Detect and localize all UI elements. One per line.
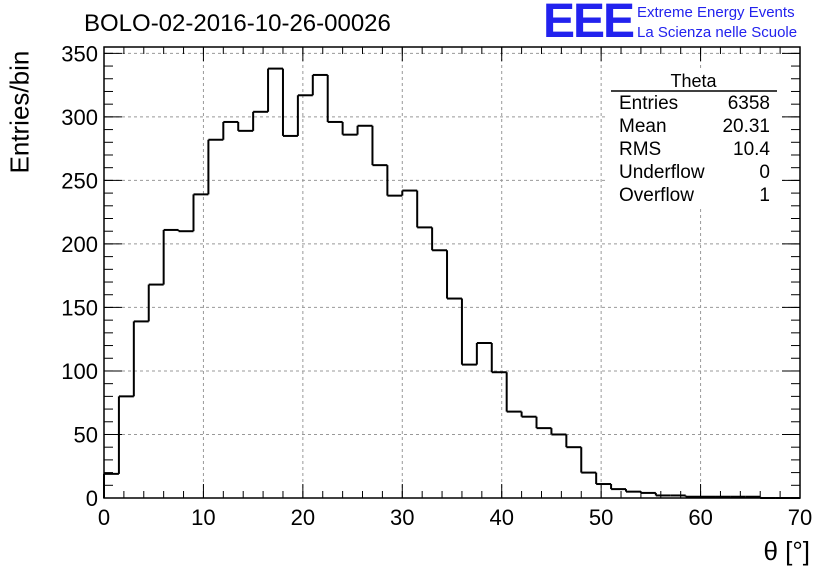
stats-value-mean: 20.31 [722,116,770,137]
y-tick-label: 150 [61,295,98,320]
y-tick-label: 100 [61,359,98,384]
x-tick-label: 10 [191,505,215,530]
x-tick-label: 30 [390,505,414,530]
x-tick-label: 70 [788,505,812,530]
x-tick-label: 40 [489,505,513,530]
y-tick-label: 350 [61,41,98,66]
y-axis-label: Entries/bin [4,50,35,174]
y-tick-label: 250 [61,168,98,193]
x-tick-label: 0 [98,505,110,530]
stats-value-overflow: 1 [759,185,770,206]
stats-value-underflow: 0 [759,162,770,183]
plot-frame [103,46,801,499]
chart-title: BOLO-02-2016-10-26-00026 [84,10,391,37]
stats-label-underflow: Underflow [619,162,705,183]
stats-value-entries: 6358 [727,93,770,114]
stats-label-overflow: Overflow [619,185,694,206]
stats-label-mean: Mean [619,116,667,137]
stats-box-background [608,71,780,209]
y-tick-label: 200 [61,232,98,257]
x-tick-label: 20 [291,505,315,530]
stats-title: Theta [670,71,717,91]
x-tick-label: 60 [688,505,712,530]
stats-value-rms: 10.4 [733,139,770,160]
x-tick-label: 50 [589,505,613,530]
y-tick-label: 0 [86,486,98,511]
x-axis-label: θ [°] [763,536,810,566]
logo-subtitle-line1: Extreme Energy Events [637,4,795,21]
y-tick-label: 300 [61,105,98,130]
eee-logo: EEE [543,0,635,48]
logo-subtitle-line2: La Scienza nelle Scuole [637,24,798,41]
stats-label-rms: RMS [619,139,662,160]
y-tick-label: 50 [74,422,98,447]
stats-label-entries: Entries [619,93,679,114]
